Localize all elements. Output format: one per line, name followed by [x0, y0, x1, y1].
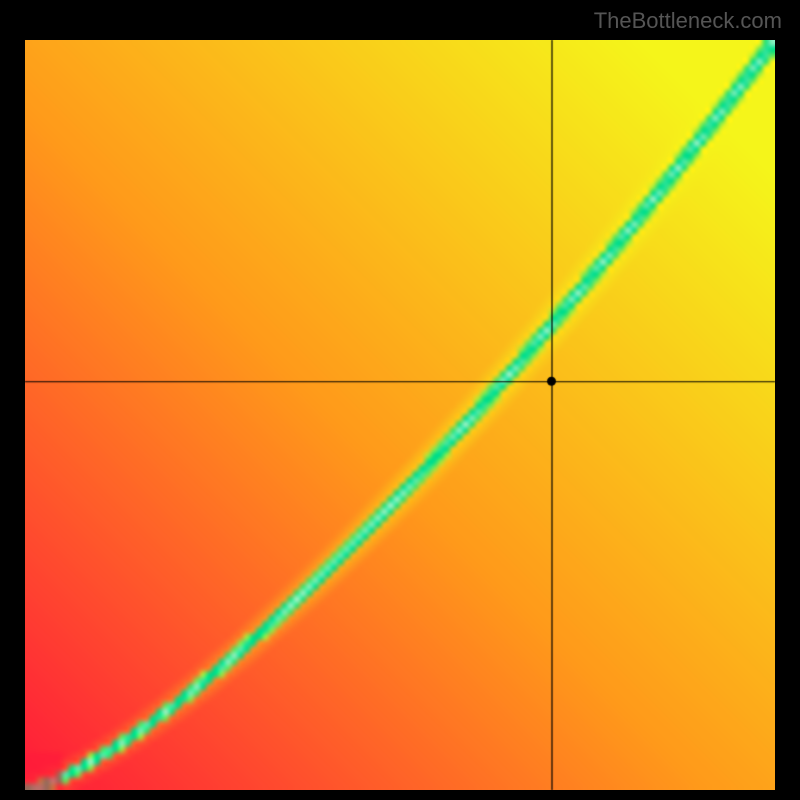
chart-container: TheBottleneck.com — [0, 0, 800, 800]
watermark-text: TheBottleneck.com — [594, 8, 782, 34]
overlay-canvas — [0, 0, 800, 800]
